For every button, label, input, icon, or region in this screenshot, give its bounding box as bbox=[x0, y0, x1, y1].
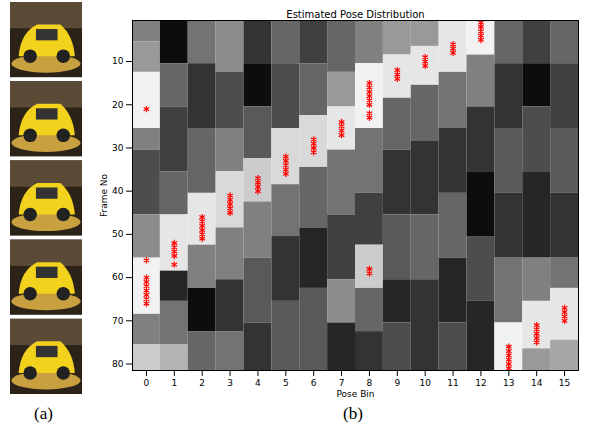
svg-text:12: 12 bbox=[475, 378, 486, 388]
svg-text:11: 11 bbox=[447, 378, 458, 388]
html-text:(b): (b) bbox=[343, 404, 363, 423]
svg-text:8: 8 bbox=[367, 378, 373, 388]
svg-text:15: 15 bbox=[559, 378, 570, 388]
html-text:(a): (a) bbox=[34, 404, 53, 423]
svg-text:3: 3 bbox=[227, 378, 233, 388]
svg-text:4: 4 bbox=[255, 378, 261, 388]
svg-text:2: 2 bbox=[199, 378, 205, 388]
svg-text:20: 20 bbox=[112, 100, 124, 110]
svg-text:10: 10 bbox=[112, 56, 124, 66]
svg-text:13: 13 bbox=[503, 378, 514, 388]
svg-text:0: 0 bbox=[144, 378, 150, 388]
svg-text:10: 10 bbox=[419, 378, 431, 388]
svg-text:50: 50 bbox=[112, 229, 124, 239]
svg-text:Frame No: Frame No bbox=[99, 173, 109, 217]
svg-text:70: 70 bbox=[112, 316, 124, 326]
svg-text:1: 1 bbox=[171, 378, 177, 388]
svg-text:9: 9 bbox=[394, 378, 400, 388]
svg-text:80: 80 bbox=[112, 359, 124, 369]
svg-text:14: 14 bbox=[531, 378, 543, 388]
svg-text:30: 30 bbox=[112, 143, 124, 153]
svg-text:7: 7 bbox=[339, 378, 345, 388]
svg-text:40: 40 bbox=[112, 186, 124, 196]
svg-text:Pose Bin: Pose Bin bbox=[336, 389, 374, 399]
svg-text:Estimated Pose Distribution: Estimated Pose Distribution bbox=[286, 9, 424, 20]
svg-text:6: 6 bbox=[311, 378, 317, 388]
svg-text:5: 5 bbox=[283, 378, 289, 388]
svg-text:60: 60 bbox=[112, 272, 124, 282]
